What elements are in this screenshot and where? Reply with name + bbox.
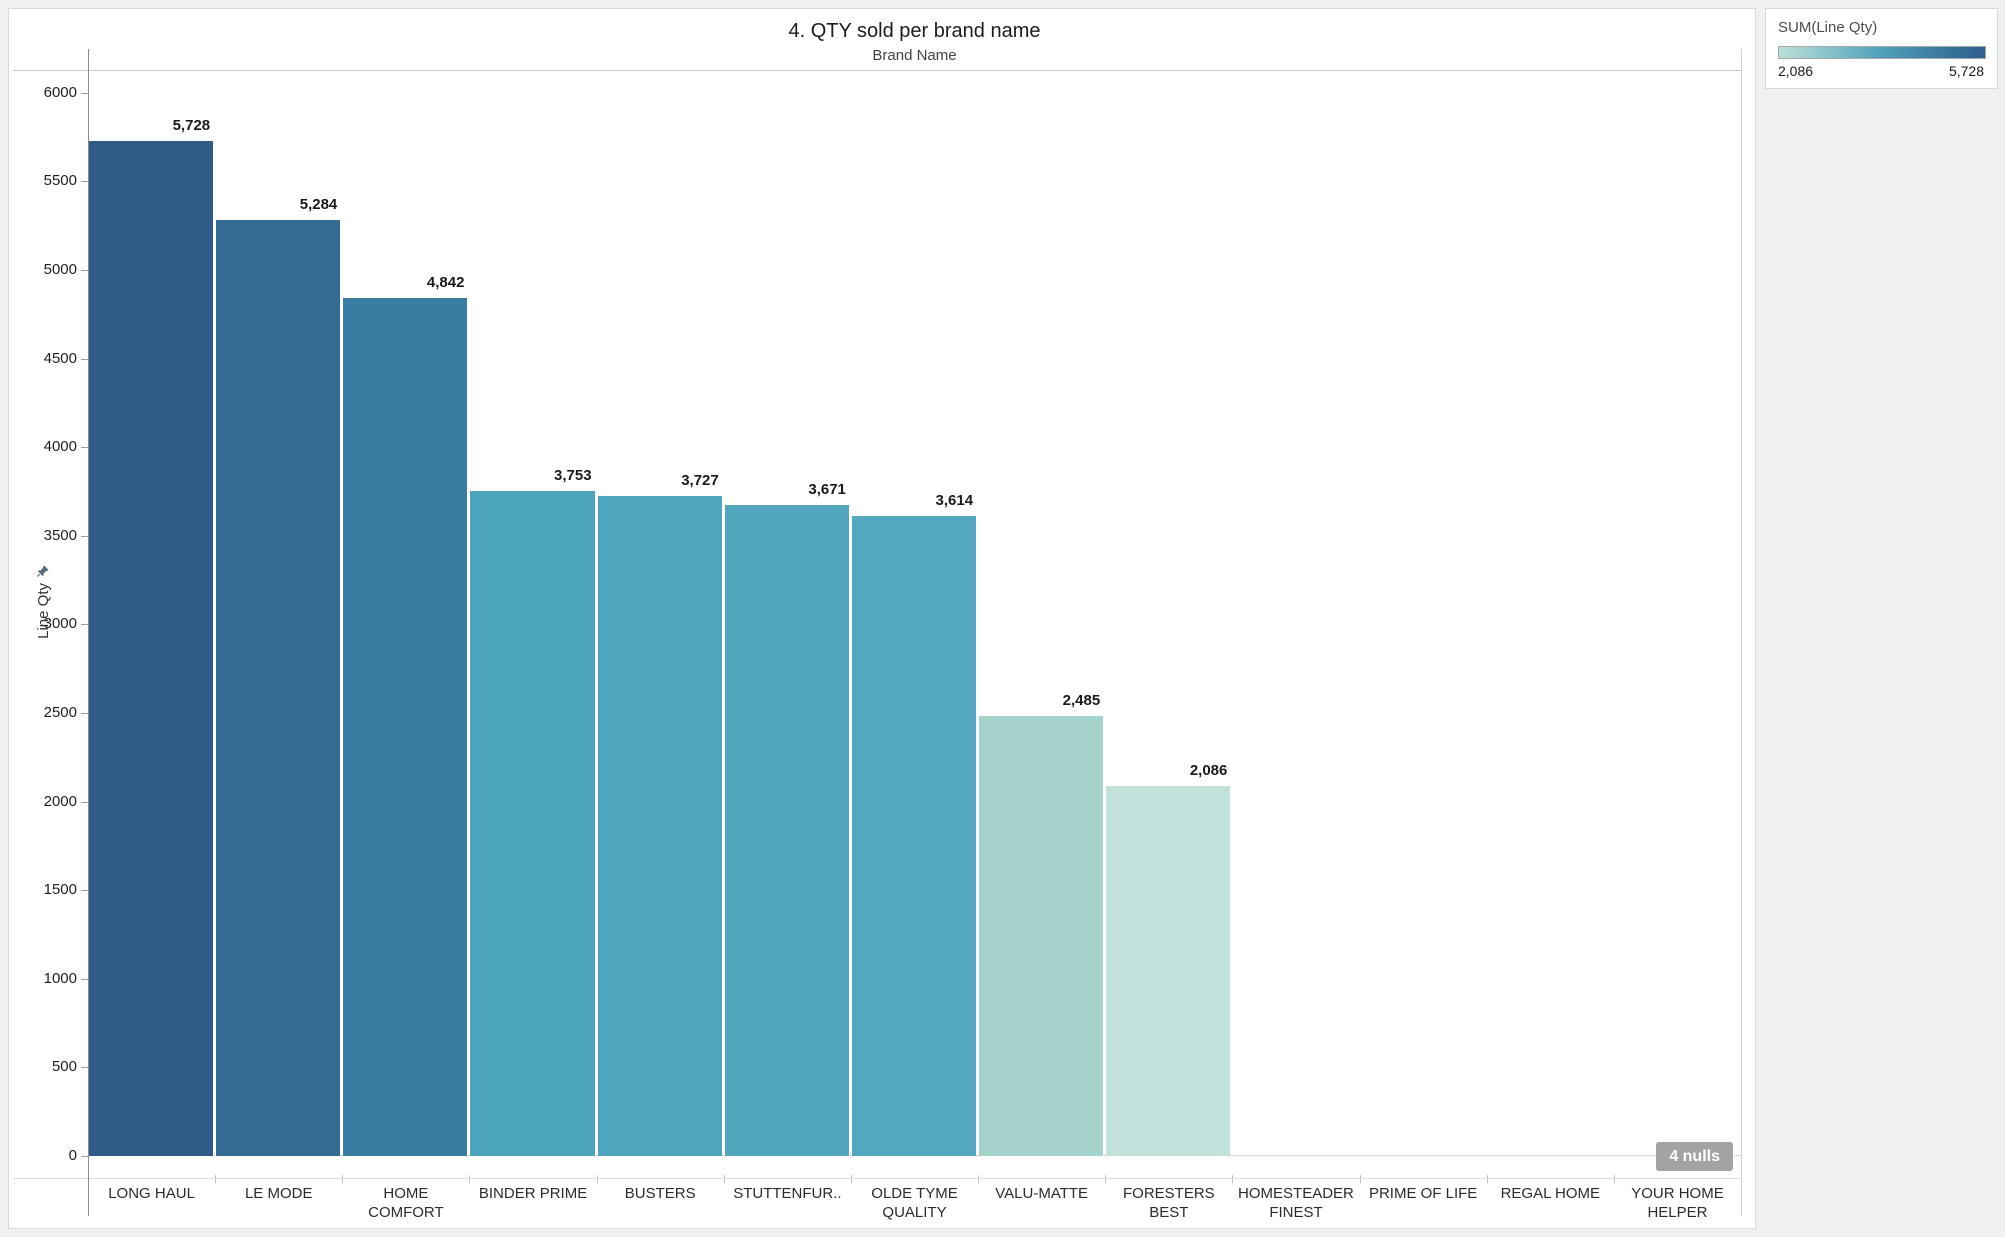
y-tick-label: 1000 — [43, 969, 77, 987]
x-boundary-tick — [1359, 1175, 1361, 1183]
x-label-foresters-best[interactable]: FORESTERS BEST — [1122, 1185, 1215, 1221]
x-boundary-tick — [469, 1175, 471, 1183]
bar-value-label: 5,284 — [299, 196, 338, 213]
y-tick-mark — [81, 978, 88, 980]
bar-home-comfort[interactable] — [343, 298, 468, 1156]
y-tick-label: 6000 — [43, 83, 77, 101]
legend-max-value: 5,728 — [1948, 63, 1984, 79]
y-tick-mark — [81, 181, 88, 183]
bar-olde-tyme-quality[interactable] — [851, 516, 977, 1156]
y-tick-label: 500 — [51, 1058, 77, 1076]
y-axis[interactable]: 0 500 1000 1500 2000 2500 3000 3500 4000 4500 5000… — [9, 70, 88, 1164]
y-tick-mark — [81, 92, 88, 94]
x-label-long-haul[interactable]: LONG HAUL — [108, 1185, 195, 1202]
bar-value-label: 3,727 — [681, 472, 719, 489]
y-tick-mark — [81, 890, 88, 892]
x-boundary-tick — [850, 1175, 852, 1183]
bar-long-haul[interactable] — [89, 141, 214, 1156]
legend-gradient-bar[interactable] — [1778, 46, 1986, 59]
y-tick-label: 2500 — [43, 703, 77, 721]
y-tick-mark — [81, 269, 88, 271]
bar-value-label: 3,614 — [935, 492, 974, 509]
x-label-homesteader-finest[interactable]: HOMESTEADER FINEST — [1238, 1185, 1354, 1221]
x-axis: LONG HAUL LE MODE HOME COMFORT BINDER PRIME… — [88, 1175, 1741, 1230]
y-axis-line — [88, 49, 89, 1216]
y-tick-mark — [81, 801, 88, 803]
x-label-le-mode[interactable]: LE MODE — [244, 1185, 313, 1202]
x-boundary-tick — [215, 1175, 217, 1183]
pushpin-icon[interactable] — [36, 564, 50, 578]
y-tick-mark — [81, 447, 88, 449]
x-boundary-tick — [1486, 1175, 1488, 1183]
bar-value-label: 5,728 — [172, 117, 211, 134]
x-label-regal-home[interactable]: REGAL HOME — [1500, 1185, 1601, 1202]
y-tick-label: 1500 — [43, 881, 77, 899]
x-boundary-tick — [723, 1175, 725, 1183]
x-boundary-tick — [1105, 1175, 1107, 1183]
header-separator-line — [13, 70, 1741, 71]
column-field-header: Brand Name — [872, 47, 957, 64]
y-tick-label: 0 — [68, 1147, 77, 1164]
bar-binder-prime[interactable] — [470, 491, 595, 1156]
x-label-your-home-helper[interactable]: YOUR HOME HELPER — [1631, 1185, 1724, 1221]
y-tick-label: 5500 — [43, 172, 77, 190]
bar-le-mode[interactable] — [216, 220, 341, 1156]
y-tick-label: 3500 — [43, 526, 77, 544]
bar-value-label: 2,086 — [1189, 762, 1228, 779]
y-tick-mark — [81, 1156, 88, 1157]
bar-value-label: 3,671 — [808, 481, 846, 498]
bar-foresters-best[interactable] — [1106, 786, 1231, 1156]
x-label-stuttenfur-[interactable]: STUTTENFUR.. — [733, 1185, 842, 1202]
y-tick-label: 4000 — [43, 438, 77, 456]
y-tick-label: 3000 — [43, 615, 77, 633]
x-label-home-comfort[interactable]: HOME COMFORT — [368, 1185, 444, 1221]
x-label-prime-of-life[interactable]: PRIME OF LIFE — [1368, 1185, 1478, 1202]
y-tick-label: 2000 — [43, 792, 77, 810]
x-boundary-tick — [978, 1175, 980, 1183]
bar-stuttenfur-[interactable] — [724, 505, 849, 1156]
axis-separator-line — [13, 1178, 1741, 1179]
y-tick-mark — [81, 535, 88, 537]
pane-right-border — [1741, 49, 1742, 1216]
x-label-busters[interactable]: BUSTERS — [624, 1185, 696, 1202]
y-axis-title-group: Line Qty — [25, 564, 61, 639]
y-tick-mark — [81, 358, 88, 360]
y-tick-label: 5000 — [43, 260, 77, 278]
color-legend-card[interactable]: SUM(Line Qty) 2,086 5,728 — [1765, 8, 1998, 89]
y-tick-mark — [81, 1067, 88, 1069]
x-label-binder-prime[interactable]: BINDER PRIME — [478, 1185, 588, 1202]
chart-title: 4. QTY sold per brand name — [788, 20, 1041, 42]
x-boundary-tick — [596, 1175, 598, 1183]
y-tick-label: 4500 — [43, 349, 77, 367]
x-label-valu-matte[interactable]: VALU-MATTE — [995, 1185, 1089, 1202]
x-boundary-tick — [1613, 1175, 1615, 1183]
bar-busters[interactable] — [597, 496, 722, 1156]
bar-value-label: 4,842 — [426, 274, 465, 291]
legend-title: SUM(Line Qty) — [1778, 19, 1878, 36]
legend-min-value: 2,086 — [1778, 63, 1814, 79]
bar-value-label: 2,485 — [1062, 692, 1101, 709]
plot-pane: 4 nulls 5,728 5,284 4,842 3,753 3,727 3,671 3,… — [88, 70, 1741, 1171]
null-indicator-badge[interactable]: 4 nulls — [1656, 1142, 1733, 1171]
y-tick-mark — [81, 712, 88, 714]
bar-value-label: 3,753 — [554, 467, 592, 484]
bar-valu-matte[interactable] — [979, 716, 1104, 1156]
chart-card: 4. QTY sold per brand name Brand Name Li… — [8, 8, 1756, 1229]
x-boundary-tick — [1232, 1175, 1234, 1183]
y-tick-mark — [81, 624, 88, 626]
x-boundary-tick — [342, 1175, 344, 1183]
x-label-olde-tyme-quality[interactable]: OLDE TYME QUALITY — [871, 1185, 958, 1221]
